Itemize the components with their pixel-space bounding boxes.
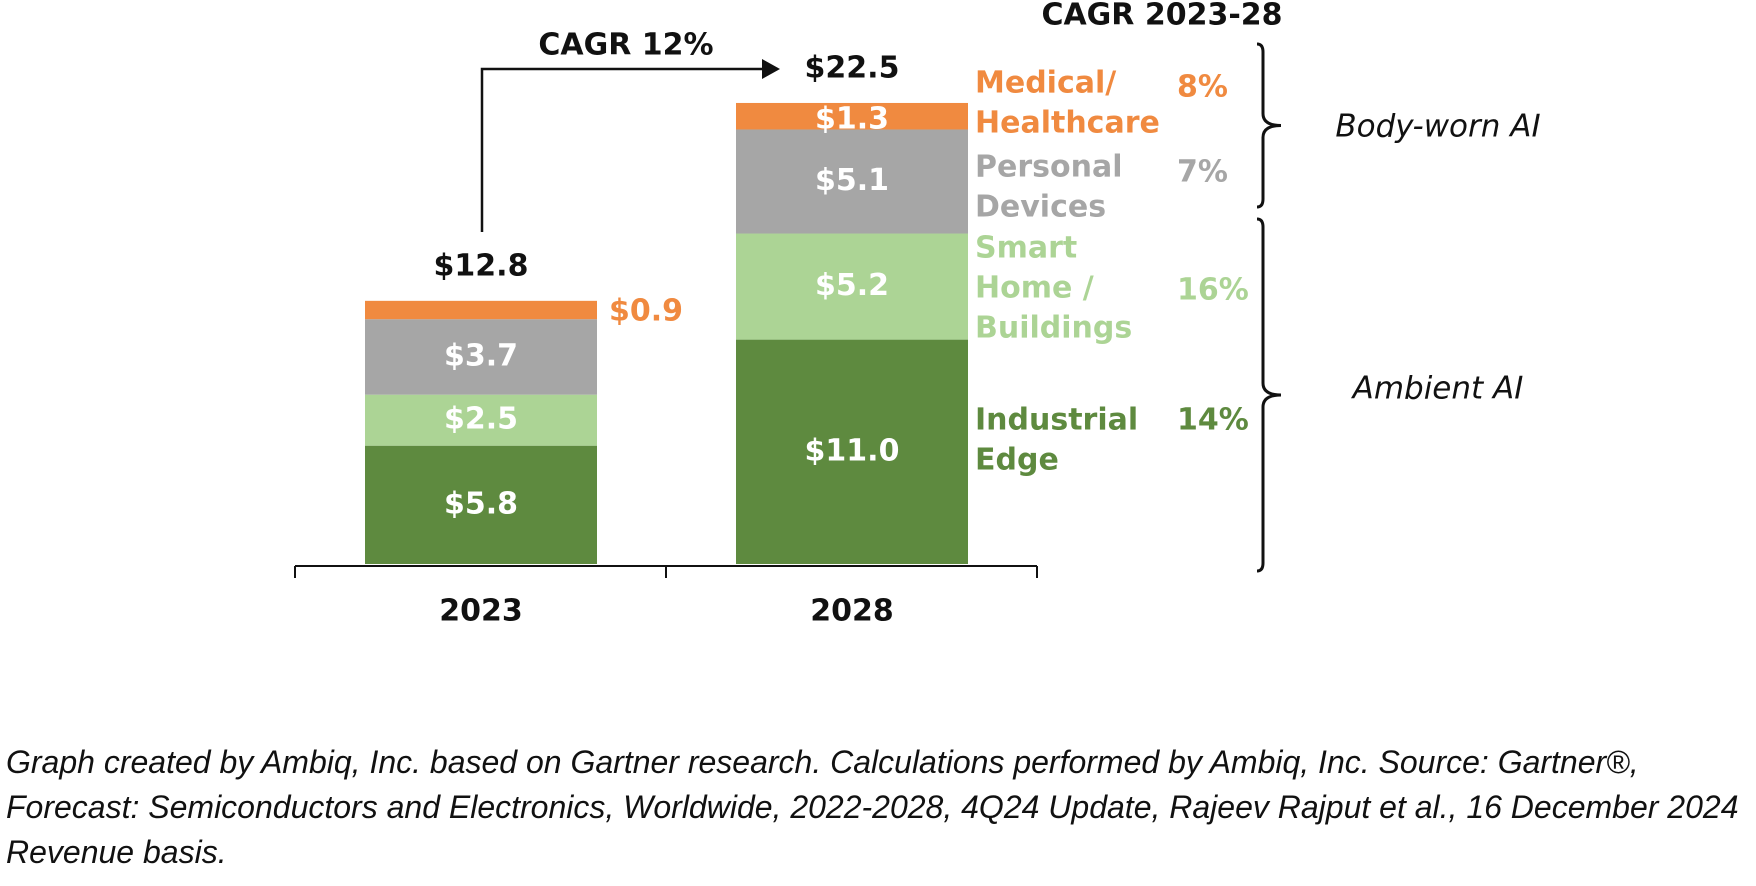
legend-label-0-line-0: Industrial [975, 403, 1138, 438]
cagr-column-header: CAGR 2023-28 [1041, 0, 1282, 33]
x-tick-label-2028: 2028 [810, 594, 894, 629]
cagr-value-3: 8% [1177, 70, 1228, 105]
group-label-0: Body-worn AI [1335, 109, 1540, 145]
legend-label-1-line-0: Smart [975, 231, 1077, 266]
legend-label-2-line-1: Devices [975, 190, 1106, 225]
legend-label-1-line-2: Buildings [975, 311, 1132, 346]
legend-label-2-line-0: Personal [975, 150, 1122, 185]
total-label-2023: $12.8 [434, 248, 529, 283]
bar-segment-2023-1 [365, 394, 597, 446]
source-caption: Graph created by Ambiq, Inc. based on Ga… [6, 744, 1739, 870]
cagr-arrow-line [480, 67, 762, 232]
bar-segment-2023-3 [365, 300, 597, 320]
group-label-1: Ambient AI [1351, 371, 1524, 407]
legend-label-0-line-1: Edge [975, 443, 1059, 478]
brace-ambient [1256, 217, 1282, 573]
legend-label-3-line-0: Medical/ [975, 66, 1116, 101]
total-label-2028: $22.5 [805, 50, 900, 85]
legend-label-1-line-1: Home / [975, 271, 1094, 306]
cagr-value-2: 7% [1177, 155, 1228, 190]
bar-segment-2028-3 [736, 102, 968, 130]
bar-segment-2023-0 [365, 445, 597, 564]
segment-label-2028-0: $11.0 [805, 433, 900, 468]
cagr-value-1: 16% [1177, 273, 1249, 308]
bar-segment-2028-0 [736, 339, 968, 564]
bar-segment-2028-1 [736, 233, 968, 340]
bar-segment-2023-2 [365, 319, 597, 395]
brace-body-worn [1256, 42, 1282, 209]
segment-label-2023-3: $0.9 [609, 294, 683, 329]
x-tick-label-2023: 2023 [439, 594, 523, 629]
segment-label-2028-3: $1.3 [815, 102, 889, 137]
segment-label-2028-2: $5.1 [815, 163, 889, 198]
cagr-value-0: 14% [1177, 403, 1249, 438]
segment-label-2023-1: $2.5 [444, 402, 518, 437]
segment-label-2028-1: $5.2 [815, 268, 889, 303]
legend-label-3-line-1: Healthcare [975, 106, 1160, 141]
segment-label-2023-0: $5.8 [444, 486, 518, 521]
cagr-arrow-label: CAGR 12% [538, 28, 713, 63]
segment-label-2023-2: $3.7 [444, 338, 518, 373]
bar-segment-2028-2 [736, 129, 968, 234]
cagr-arrow-head [762, 59, 780, 79]
